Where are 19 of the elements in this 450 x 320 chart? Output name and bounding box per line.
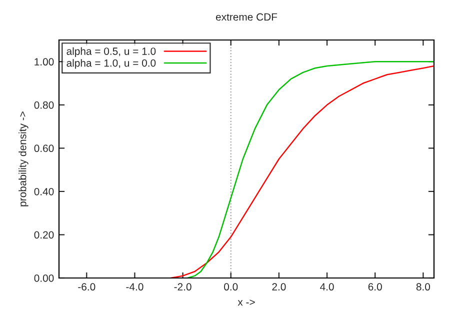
x-tick-label: -4.0 (126, 283, 144, 291)
y-tick-label: 0.80 (34, 101, 54, 109)
y-tick-label: 1.00 (34, 58, 54, 66)
y-tick-label: 0.00 (34, 274, 54, 282)
x-axis-title: x -> (238, 300, 255, 306)
x-tick-label: 8.0 (416, 283, 430, 291)
x-tick-label: -2.0 (174, 283, 192, 291)
x-tick-label: 6.0 (368, 283, 382, 291)
y-axis-title: probability density -> (18, 112, 28, 206)
y-tick-label: 0.60 (34, 144, 54, 152)
x-tick-label: -6.0 (78, 283, 96, 291)
y-tick-label: 0.40 (34, 188, 54, 196)
x-tick-label: 0.0 (224, 283, 238, 291)
legend-label: alpha = 0.5, u = 1.0 (66, 47, 156, 57)
x-tick-label: 4.0 (320, 283, 334, 291)
chart-title: extreme CDF (216, 13, 278, 21)
x-tick-label: 2.0 (272, 283, 286, 291)
legend-label: alpha = 1.0, u = 0.0 (66, 59, 156, 69)
y-tick-label: 0.20 (34, 231, 54, 239)
